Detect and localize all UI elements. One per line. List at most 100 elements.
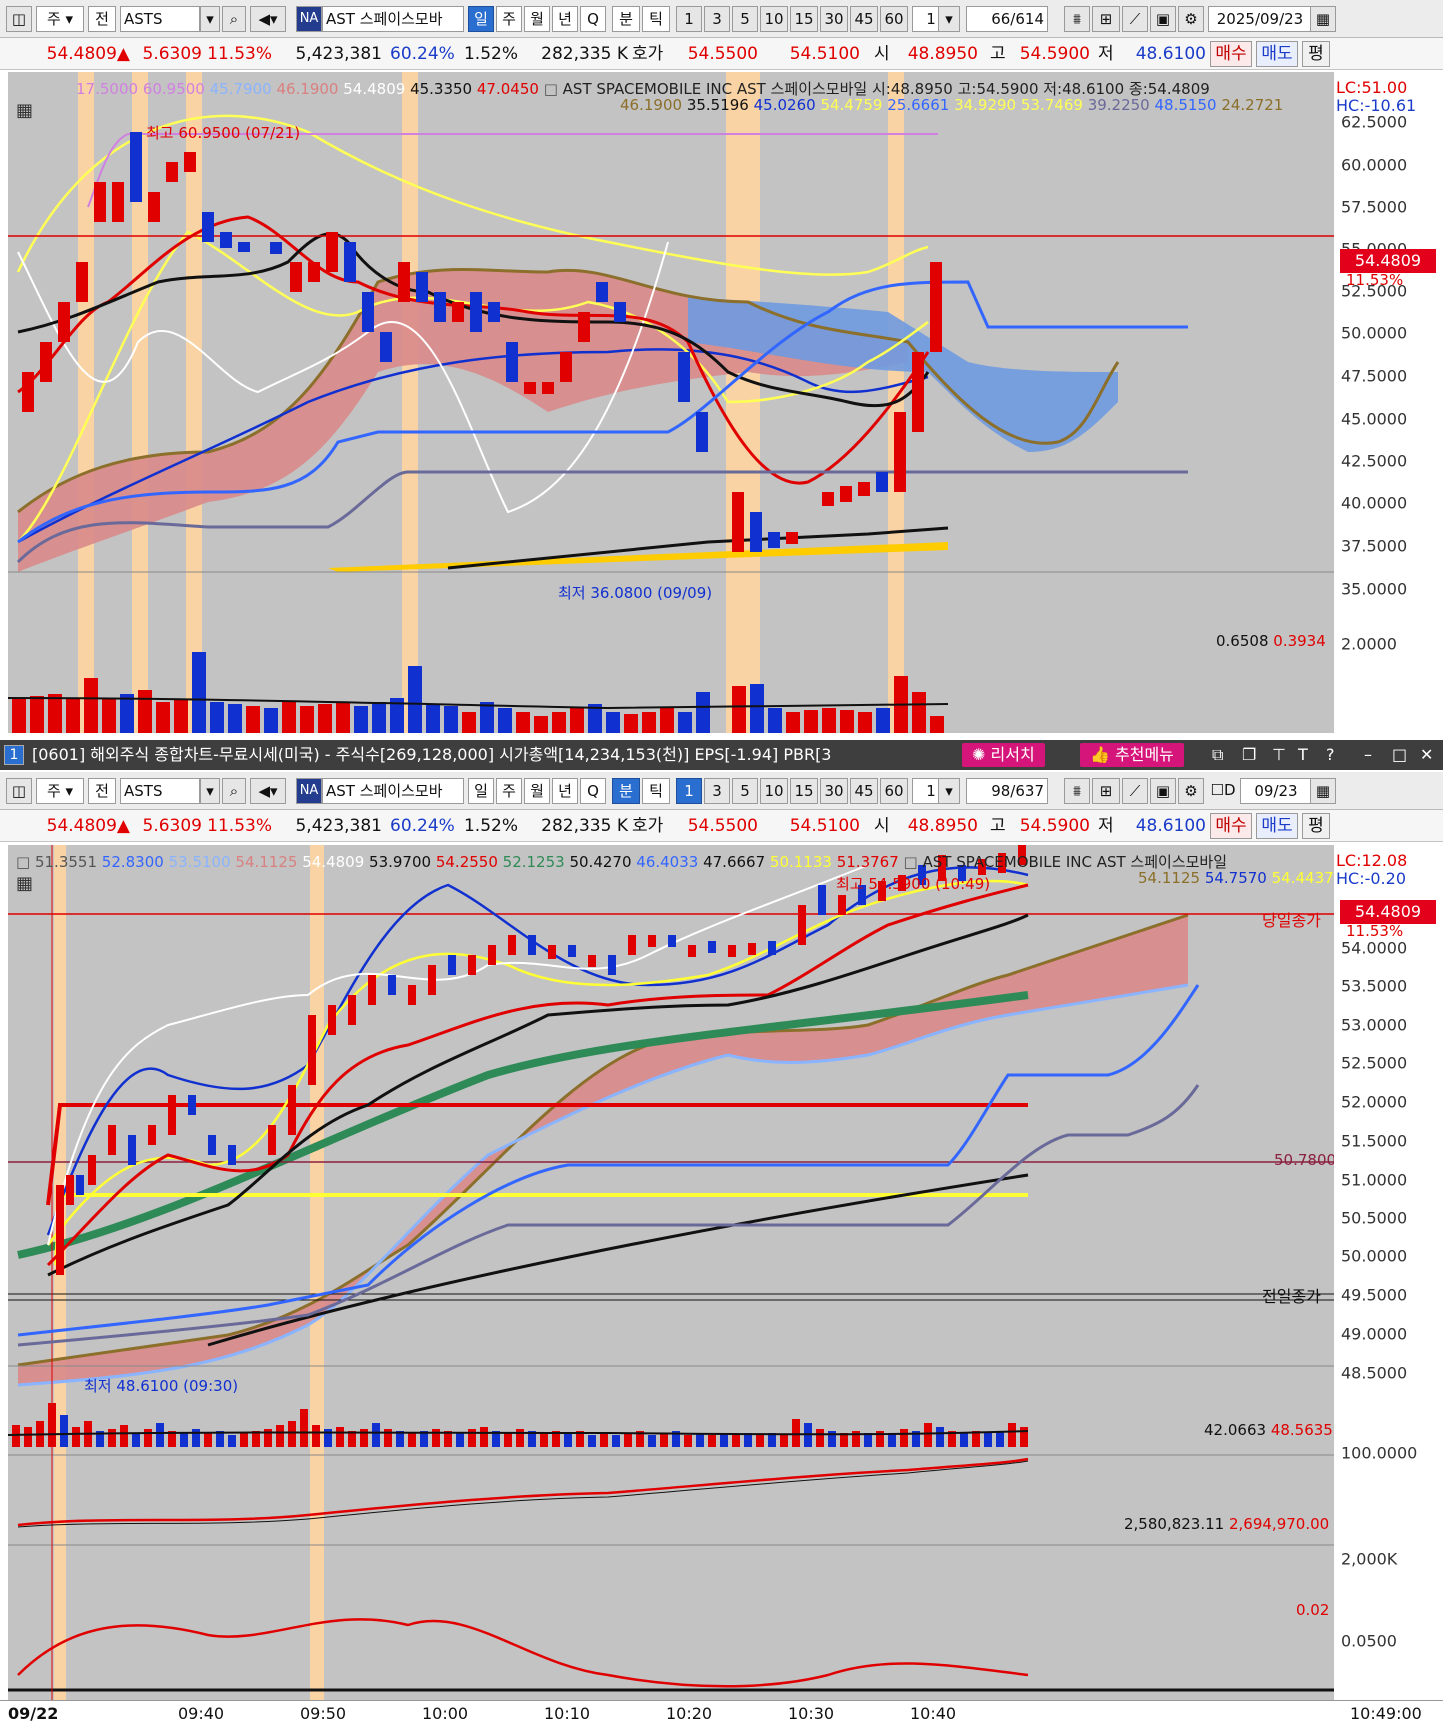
bid-value: 54.5100 bbox=[789, 44, 860, 64]
interval-45[interactable]: 45 bbox=[850, 778, 878, 804]
symbol-input[interactable]: ASTS bbox=[120, 6, 200, 32]
tab-day[interactable]: 일 bbox=[468, 778, 494, 804]
tab-year[interactable]: 년 bbox=[552, 6, 578, 32]
d-checkbox[interactable]: ☐D bbox=[1208, 778, 1238, 804]
interval-15[interactable]: 15 bbox=[790, 778, 818, 804]
obv-value-2: 2,694,970.00 bbox=[1228, 1515, 1330, 1533]
interval-60[interactable]: 60 bbox=[880, 6, 908, 32]
interval-3[interactable]: 3 bbox=[704, 6, 730, 32]
period-dropdown[interactable]: 주 ▾ bbox=[36, 6, 84, 32]
interval-1[interactable]: 1 bbox=[676, 778, 702, 804]
search-icon[interactable]: ⌕ bbox=[222, 6, 246, 32]
stock-name-field: AST 스페이스모바 bbox=[322, 778, 464, 804]
interval-30[interactable]: 30 bbox=[820, 778, 848, 804]
legend-value: 54.2550 bbox=[435, 853, 498, 871]
legend-value: 48.5150 bbox=[1154, 96, 1217, 114]
time-axis: 09/22 09:40 09:50 10:00 10:10 10:20 10:3… bbox=[0, 1700, 1443, 1726]
sell-button[interactable]: 매도 bbox=[1256, 813, 1298, 839]
sell-button[interactable]: 매도 bbox=[1256, 41, 1298, 67]
prev-button[interactable]: 전 bbox=[88, 6, 116, 32]
tab-month[interactable]: 월 bbox=[524, 778, 550, 804]
interval-60[interactable]: 60 bbox=[880, 778, 908, 804]
tab-day[interactable]: 일 bbox=[468, 6, 494, 32]
research-button[interactable]: ✺ 리서치 bbox=[962, 743, 1045, 767]
interval-45[interactable]: 45 bbox=[850, 6, 878, 32]
save-icon[interactable]: ▣ bbox=[1150, 6, 1176, 32]
buy-button[interactable]: 매수 bbox=[1210, 41, 1252, 67]
interval-3[interactable]: 3 bbox=[704, 778, 730, 804]
window-icon[interactable]: ❐ bbox=[1242, 745, 1257, 764]
speaker-icon[interactable]: ◀▾ bbox=[250, 778, 286, 804]
search-icon[interactable]: ⌕ bbox=[222, 778, 246, 804]
font-icon[interactable]: T bbox=[1298, 745, 1308, 764]
interval-15[interactable]: 15 bbox=[790, 6, 818, 32]
grid-icon[interactable]: ⩩ bbox=[1064, 6, 1090, 32]
tab-minute[interactable]: 분 bbox=[612, 778, 640, 804]
help-icon[interactable]: ? bbox=[1326, 745, 1335, 764]
prev-button[interactable]: 전 bbox=[88, 778, 116, 804]
buy-button[interactable]: 매수 bbox=[1210, 813, 1252, 839]
legend-marker-icon: □ bbox=[16, 853, 31, 871]
minute-lc-label: LC:12.08 bbox=[1336, 851, 1408, 870]
calendar-icon[interactable]: ▦ bbox=[1310, 6, 1336, 32]
maximize-icon[interactable]: □ bbox=[1392, 745, 1408, 764]
minimize-icon[interactable]: – bbox=[1364, 745, 1372, 764]
daily-candles bbox=[22, 132, 942, 552]
pin-icon[interactable]: ⊤ bbox=[1272, 745, 1286, 764]
date-input[interactable]: 2025/09/23 bbox=[1208, 6, 1312, 32]
tab-minute[interactable]: 분 bbox=[612, 6, 640, 32]
eval-button[interactable]: 평 bbox=[1302, 813, 1330, 839]
tab-tick[interactable]: 틱 bbox=[642, 778, 670, 804]
recommend-menu-button[interactable]: 👍 추천메뉴 bbox=[1080, 743, 1184, 767]
price-tag-pct: 11.53% bbox=[1346, 271, 1404, 289]
tab-quarter[interactable]: Q bbox=[580, 6, 606, 32]
grid-toggle-icon[interactable]: ▦ bbox=[16, 873, 34, 894]
period-dropdown[interactable]: 주 ▾ bbox=[36, 778, 84, 804]
open-label: 시 bbox=[874, 816, 890, 836]
interval-30[interactable]: 30 bbox=[820, 6, 848, 32]
line-tool-icon[interactable]: ⟋ bbox=[1122, 6, 1148, 32]
eval-button[interactable]: 평 bbox=[1302, 41, 1330, 67]
symbol-dropdown-icon[interactable]: ▾ bbox=[200, 6, 220, 32]
tab-quarter[interactable]: Q bbox=[580, 778, 606, 804]
legend-value: 52.1253 bbox=[502, 853, 565, 871]
period-btn-label: 주 bbox=[46, 782, 61, 800]
interval-5[interactable]: 5 bbox=[732, 778, 758, 804]
daily-chart-area[interactable]: 17.5000 60.9500 45.7900 46.1900 54.4809 … bbox=[8, 72, 1334, 733]
ask-value: 54.5500 bbox=[687, 816, 758, 836]
minute-chart-area[interactable]: □ 51.3551 52.8300 53.5100 54.1125 54.480… bbox=[8, 845, 1334, 1700]
price-value: 54.4809▲ bbox=[46, 816, 130, 836]
calendar-icon[interactable]: ▦ bbox=[1310, 778, 1336, 804]
interval-10[interactable]: 10 bbox=[760, 778, 788, 804]
grid-icon[interactable]: ⩩ bbox=[1064, 778, 1090, 804]
volume-value: 5,423,381 bbox=[295, 44, 382, 64]
interval-5[interactable]: 5 bbox=[732, 6, 758, 32]
count-dropdown-icon[interactable]: ▾ bbox=[938, 6, 960, 32]
tab-year[interactable]: 년 bbox=[552, 778, 578, 804]
grid-toggle-icon[interactable]: ▦ bbox=[16, 100, 34, 121]
interval-1[interactable]: 1 bbox=[676, 6, 702, 32]
symbol-dropdown-icon[interactable]: ▾ bbox=[200, 778, 220, 804]
x-label: 10:10 bbox=[544, 1704, 591, 1723]
save-icon[interactable]: ▣ bbox=[1150, 778, 1176, 804]
symbol-input[interactable]: ASTS bbox=[120, 778, 200, 804]
tab-week[interactable]: 주 bbox=[496, 778, 522, 804]
layout-icon[interactable]: ⧉ bbox=[1212, 745, 1224, 764]
open-label: 시 bbox=[874, 44, 890, 64]
date-input[interactable]: 09/23 bbox=[1240, 778, 1312, 804]
tab-week[interactable]: 주 bbox=[496, 6, 522, 32]
chart-settings-icon[interactable]: ◫ bbox=[6, 6, 32, 32]
line-tool-icon[interactable]: ⟋ bbox=[1122, 778, 1148, 804]
crosshair-icon[interactable]: ⊞ bbox=[1092, 6, 1120, 32]
tab-tick[interactable]: 틱 bbox=[642, 6, 670, 32]
tab-month[interactable]: 월 bbox=[524, 6, 550, 32]
top-quote-bar: 54.4809▲ 5.6309 11.53% 5,423,381 60.24% … bbox=[0, 38, 1443, 70]
close-icon[interactable]: ✕ bbox=[1420, 745, 1434, 764]
interval-10[interactable]: 10 bbox=[760, 6, 788, 32]
crosshair-icon[interactable]: ⊞ bbox=[1092, 778, 1120, 804]
speaker-icon[interactable]: ◀▾ bbox=[250, 6, 286, 32]
chart-settings-icon[interactable]: ◫ bbox=[6, 778, 32, 804]
count-dropdown-icon[interactable]: ▾ bbox=[938, 778, 960, 804]
gear-icon[interactable]: ⚙ bbox=[1178, 778, 1204, 804]
gear-icon[interactable]: ⚙ bbox=[1178, 6, 1204, 32]
